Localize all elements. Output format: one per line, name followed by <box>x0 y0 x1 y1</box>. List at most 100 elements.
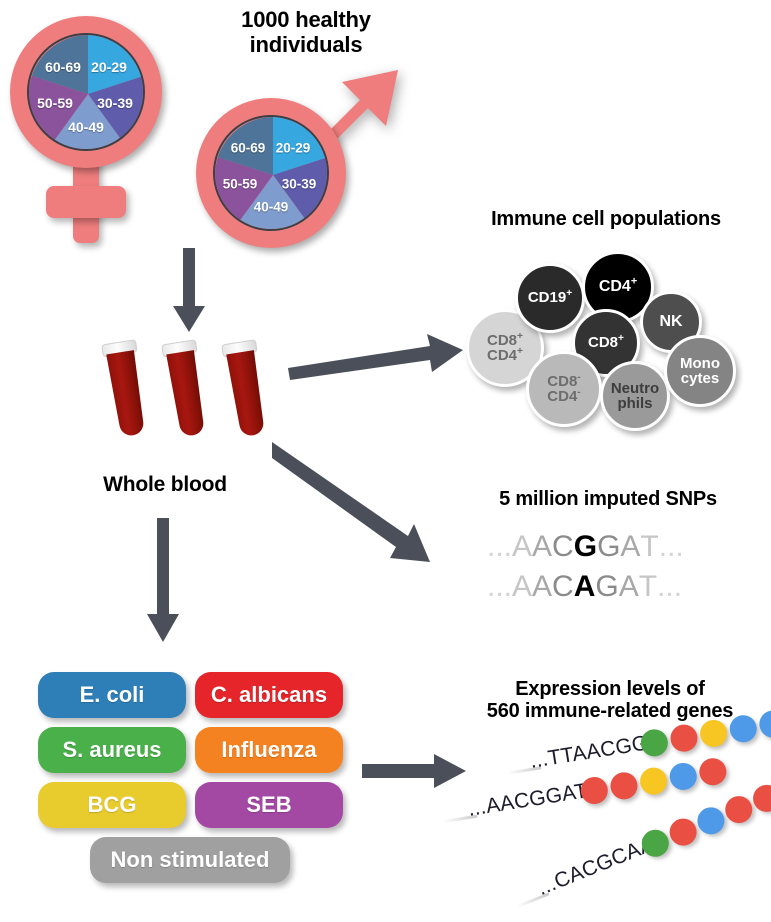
pie-slice-30-39 <box>273 157 327 222</box>
immune-cell-neutrophils[interactable]: Neutro phils <box>600 361 670 431</box>
stimuli-panel: E. coli C. albicans S. aureus Influenza … <box>30 672 350 892</box>
pie-slice-30-39 <box>88 76 143 142</box>
snp-dots-left: ... <box>487 530 513 563</box>
pie-label-50-59: 50-59 <box>222 176 258 192</box>
rna-bead <box>721 792 757 828</box>
pie-label-20-29: 20-29 <box>275 140 311 156</box>
female-age-pie <box>27 33 145 151</box>
expression-title-line2: 560 immune-related genes <box>486 700 734 723</box>
snp-base: A <box>532 530 553 563</box>
pie-slice-40-49 <box>238 175 308 229</box>
pie-label-30-39: 30-39 <box>281 176 317 192</box>
snp-dots-left: ... <box>487 570 513 603</box>
rna-strand-group: ...TTAACGG ...AACGGAT ...CACGCAA <box>443 708 771 920</box>
cohort-heading-line1: 1000 healthy <box>241 7 371 32</box>
immune-cell-cd8p[interactable]: CD8+ <box>572 309 640 377</box>
snp-base: C <box>552 570 574 603</box>
male-age-pie <box>213 115 329 231</box>
rna-sequence: ...CACGCAA <box>534 832 658 901</box>
rna-bead <box>665 814 701 850</box>
rna-bead <box>667 760 699 792</box>
female-stem-horizontal <box>46 186 126 218</box>
snp-base: C <box>552 530 574 563</box>
snp-base: A <box>618 570 639 603</box>
pie-label-20-29: 20-29 <box>91 59 127 75</box>
male-pie-svg <box>215 117 327 229</box>
snp-left-bases: AAC <box>512 570 574 604</box>
snp-base: G <box>597 530 621 563</box>
pie-label-40-49: 40-49 <box>253 199 289 215</box>
pie-label-30-39: 30-39 <box>97 95 133 111</box>
stimulus-non-stimulated[interactable]: Non stimulated <box>90 837 290 883</box>
cohort-heading-line2: individuals <box>249 31 363 57</box>
immune-cell-label: CD8+ CD4+ <box>487 330 523 364</box>
female-pie-slices <box>29 35 143 149</box>
rna-bead <box>608 770 640 802</box>
immune-title: Immune cell populations <box>491 208 721 230</box>
stimulus-e-coli[interactable]: E. coli <box>38 672 186 718</box>
snp-sequence-row-2: ...AACAGAT... <box>487 570 682 604</box>
snp-sequence-row-1: ...AACGGAT... <box>487 530 684 564</box>
snp-base: A <box>620 530 641 563</box>
pie-label-60-69: 60-69 <box>230 140 266 156</box>
snp-right-bases: GAT <box>595 570 657 604</box>
stimulus-s-aureus[interactable]: S. aureus <box>38 727 186 773</box>
immune-cell-cd8n-cd4n[interactable]: CD8- CD4- <box>526 351 602 427</box>
pie-slice-20-29 <box>273 117 327 175</box>
male-gender-icon: 20-29 30-39 40-49 50-59 60-69 <box>190 70 420 260</box>
rna-bead <box>668 722 700 754</box>
stimulus-bcg[interactable]: BCG <box>38 782 186 828</box>
arrow-blood-to-snps <box>272 442 430 562</box>
immune-cell-label: Neutro phils <box>610 379 660 412</box>
immune-cell-label: NK <box>659 312 683 330</box>
snp-dots-right: ... <box>658 530 684 563</box>
female-pie-labels: 20-29 30-39 40-49 50-59 60-69 <box>27 33 145 151</box>
stimulus-seb[interactable]: SEB <box>195 782 343 828</box>
snp-base: T <box>640 530 659 563</box>
snp-variant-base: G <box>573 530 598 563</box>
immune-cell-monocytes[interactable]: Mono cytes <box>664 335 736 407</box>
arrow-stimuli-to-expression <box>362 754 466 788</box>
rna-bead <box>697 756 729 788</box>
immune-cell-label: CD8+ <box>588 333 624 352</box>
immune-cell-label: CD19+ <box>527 288 573 307</box>
snp-variant-base: A <box>573 570 596 603</box>
snp-right-bases: GAT <box>597 530 659 564</box>
male-pie-slices <box>215 117 327 229</box>
snp-base: G <box>595 570 619 603</box>
arrow-blood-to-immune <box>288 334 463 380</box>
pie-label-50-59: 50-59 <box>37 95 73 111</box>
rna-sequence: ...TTAACGG <box>528 731 651 773</box>
snps-title: 5 million imputed SNPs <box>499 488 717 510</box>
rna-sequence: ...AACGGAT <box>466 779 590 821</box>
whole-blood-label: Whole blood <box>103 473 227 496</box>
immune-cell-label: Mono cytes <box>680 354 720 387</box>
whole-blood-tubes-icon <box>95 330 275 455</box>
pie-slice-20-29 <box>88 35 143 94</box>
pie-slice-40-49 <box>53 94 123 149</box>
pie-label-40-49: 40-49 <box>68 119 104 135</box>
pie-label-60-69: 60-69 <box>45 59 81 75</box>
stimulus-influenza[interactable]: Influenza <box>195 727 343 773</box>
pie-slice-60-69 <box>31 35 88 94</box>
male-pie-labels: 20-29 30-39 40-49 50-59 60-69 <box>213 115 329 231</box>
pie-slice-50-59 <box>29 75 88 142</box>
snp-base: A <box>532 570 553 603</box>
snp-base: A <box>512 530 533 563</box>
expression-title: Expression levels of 560 immune-related … <box>452 678 768 723</box>
arrow-cohort-to-blood <box>173 248 205 332</box>
rna-bead <box>693 803 729 839</box>
stimulus-c-albicans[interactable]: C. albicans <box>195 672 343 718</box>
snp-base: A <box>512 570 533 603</box>
immune-cell-label: CD8- CD4- <box>547 371 581 405</box>
snp-base: T <box>638 570 658 603</box>
immune-cell-label: CD4+ <box>598 275 638 295</box>
cohort-heading: 1000 healthy individuals <box>186 7 426 57</box>
pie-slice-60-69 <box>217 117 273 175</box>
snp-left-bases: AAC <box>512 530 574 564</box>
immune-cell-cd19p[interactable]: CD19+ <box>515 263 585 333</box>
snp-dots-right: ... <box>657 570 683 603</box>
female-gender-icon: 20-29 30-39 40-49 50-59 60-69 <box>0 8 200 248</box>
arrow-blood-to-stimuli <box>147 518 179 642</box>
